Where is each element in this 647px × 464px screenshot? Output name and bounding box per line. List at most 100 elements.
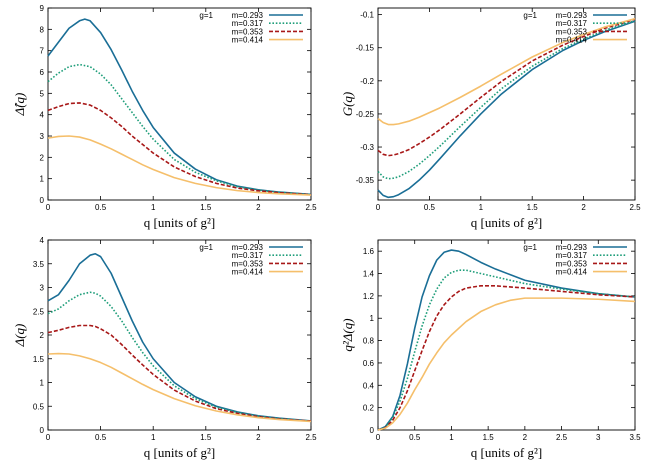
series-line-m-0-293 (47, 18, 312, 196)
legend-entry-label: m=0.317 (232, 251, 264, 260)
y-tick-label: 0 (370, 426, 375, 435)
y-tick-label: 0.5 (33, 402, 45, 411)
x-axis-label: q [units of g²] (144, 215, 215, 230)
y-tick-label: 2.5 (33, 307, 45, 316)
series-line-m-0-414 (377, 17, 636, 126)
y-tick-label: 3 (40, 284, 45, 293)
legend-entry-label: m=0.414 (232, 36, 264, 45)
x-tick-label: 1.5 (200, 203, 212, 212)
y-tick-label: 1 (40, 175, 45, 184)
chart-panel-3: 0 0.5 1 1.5 2 2.500.511.522.533.54g=1 m=0.293m… (12, 236, 317, 460)
y-axis-label: q²Δ(q) (340, 318, 355, 351)
x-tick-label: 2.5 (305, 203, 317, 212)
x-tick-label: 1.5 (200, 433, 212, 442)
x-tick-label: 3 (596, 433, 601, 442)
y-tick-label: -0.15 (356, 44, 375, 53)
x-tick-label: 3.5 (629, 433, 641, 442)
x-tick-label: 0 (46, 203, 51, 212)
x-axis-label: q [units of g²] (471, 445, 542, 460)
legend-entry-label: m=0.353 (556, 259, 588, 268)
y-axis-label: G(q) (340, 92, 355, 117)
legend-entry-label: m=0.293 (232, 11, 264, 20)
x-tick-label: 2 (256, 433, 261, 442)
y-tick-label: 1.6 (363, 247, 375, 256)
plot-frame (377, 7, 636, 201)
series-line-m-0-414 (47, 352, 312, 423)
x-tick-label: 2 (256, 203, 261, 212)
series-line-m-0-353 (377, 285, 636, 431)
y-tick-label: 3.5 (33, 260, 45, 269)
x-tick-label: 0 (46, 433, 51, 442)
y-tick-label: 0.6 (363, 359, 375, 368)
x-tick-label: 0.5 (409, 433, 421, 442)
series-line-m-0-293 (47, 252, 312, 422)
legend-title: g=1 (199, 243, 213, 252)
x-tick-label: 0.5 (95, 203, 107, 212)
y-axis-label: Δ̂(q) (12, 93, 27, 117)
x-tick-label: 1 (449, 433, 454, 442)
legend-entry-label: m=0.293 (232, 243, 264, 252)
y-tick-label: 0 (40, 196, 45, 205)
x-tick-label: 1 (151, 203, 156, 212)
series-line-m-0-353 (47, 102, 312, 196)
series-line-m-0-317 (377, 269, 636, 431)
x-axis-label: q [units of g²] (144, 445, 215, 460)
y-tick-label: 3 (40, 132, 45, 141)
y-tick-label: 0 (40, 426, 45, 435)
y-tick-label: 1.5 (33, 355, 45, 364)
plot-frame (377, 239, 636, 431)
x-tick-label: 1.5 (527, 203, 539, 212)
x-axis-label: q [units of g²] (471, 215, 542, 230)
x-tick-label: 2.5 (629, 203, 641, 212)
series-line-m-0-317 (47, 63, 312, 196)
y-tick-label: -0.1 (360, 11, 374, 20)
legend-entry-label: m=0.353 (556, 27, 588, 36)
y-axis-label: Δ(q) (12, 324, 27, 348)
y-tick-label: 2 (40, 153, 45, 162)
legend-entry-label: m=0.414 (556, 268, 588, 277)
x-tick-label: 1 (479, 203, 484, 212)
y-tick-label: -0.3 (360, 143, 374, 152)
y-tick-label: 0.4 (363, 381, 375, 390)
y-tick-label: 7 (40, 47, 45, 56)
chart-panel-4: 0 0.5 1 1.5 2 2.5 3 3.5 0 0.2 0.4 0.6 0.8 1 1.2 1.4 1.6 g… (340, 239, 641, 460)
legend-entry-label: m=0.414 (556, 36, 588, 45)
chart-panel-2: 0 0.5 1 1.5 2 2.5 -0.35 -0.3 -0.25 -0.2 -0.15 -0.1 g… (340, 7, 641, 230)
legend-entry-label: m=0.317 (556, 19, 588, 28)
y-tick-label: 4 (40, 111, 45, 120)
series-line-m-0-414 (47, 135, 312, 196)
y-tick-label: 5 (40, 89, 45, 98)
y-tick-label: 1.2 (363, 292, 375, 301)
legend-entry-label: m=0.414 (232, 268, 264, 277)
plot-frame (47, 239, 312, 431)
y-tick-label: -0.25 (356, 110, 375, 119)
legend-entry-label: m=0.353 (232, 27, 264, 36)
series-line-m-0-293 (377, 20, 636, 199)
series-line-m-0-414 (377, 297, 636, 431)
x-tick-label: 2.5 (556, 433, 568, 442)
legend-entry-label: m=0.293 (556, 11, 588, 20)
legend-entry-label: m=0.293 (556, 243, 588, 252)
x-tick-label: 2 (581, 203, 586, 212)
series-line-m-0-317 (377, 19, 636, 180)
y-tick-label: 1.4 (363, 270, 375, 279)
legend-title: g=1 (199, 11, 213, 20)
x-tick-label: 0.5 (424, 203, 436, 212)
legend-title: g=1 (523, 11, 537, 20)
series-line-m-0-353 (377, 18, 636, 157)
y-tick-label: 1 (370, 314, 375, 323)
legend-title: g=1 (523, 243, 537, 252)
y-tick-label: 0.2 (363, 404, 375, 413)
y-tick-label: -0.35 (356, 176, 375, 185)
series-line-m-0-317 (47, 291, 312, 422)
x-tick-label: 2.5 (305, 433, 317, 442)
legend-entry-label: m=0.353 (232, 259, 264, 268)
series-line-m-0-353 (47, 324, 312, 422)
y-tick-label: 4 (40, 236, 45, 245)
x-tick-label: 0 (376, 433, 381, 442)
y-tick-label: 6 (40, 68, 45, 77)
x-tick-label: 2 (523, 433, 528, 442)
y-tick-label: 1 (40, 379, 45, 388)
